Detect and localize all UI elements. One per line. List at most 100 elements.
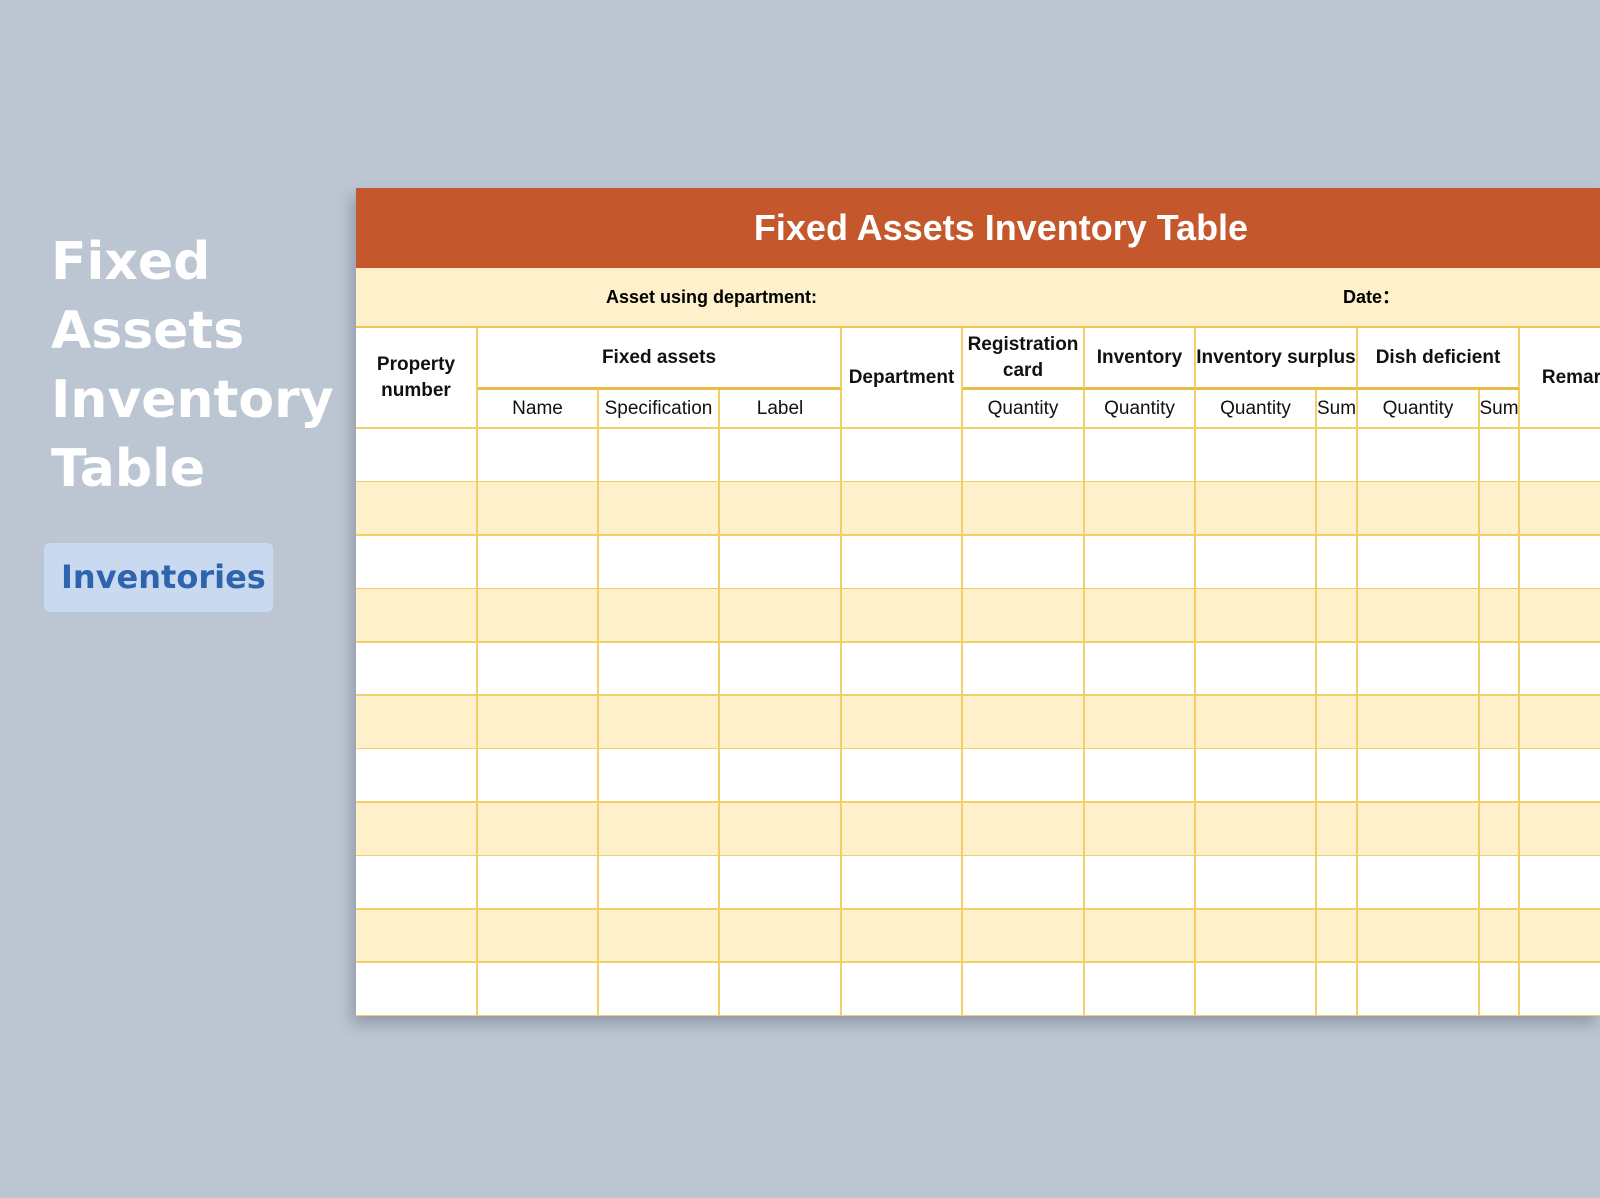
table-cell [478, 749, 599, 804]
table-cell [478, 642, 599, 697]
table-cell [1196, 963, 1317, 1016]
table-cell [1085, 535, 1196, 590]
table-cell [1317, 482, 1358, 537]
table-cell [1520, 642, 1600, 697]
table-cell [720, 589, 842, 644]
table-cell [720, 749, 842, 804]
table-cell [356, 482, 478, 537]
table-cell [720, 535, 842, 590]
table-cell [356, 909, 478, 964]
table-cell [1520, 589, 1600, 644]
table-cell [963, 429, 1085, 483]
table-cell [1085, 696, 1196, 750]
table-cell [1317, 856, 1358, 911]
table-cell [599, 749, 720, 804]
table-cell [1358, 535, 1480, 590]
spreadsheet: Fixed Assets Inventory Table Asset using… [356, 188, 1600, 1016]
table-cell [1196, 535, 1317, 590]
table-cell [1358, 482, 1480, 537]
table-cell [478, 696, 599, 750]
table-cell [1317, 802, 1358, 857]
table-cell [1480, 482, 1520, 537]
table-cell [478, 963, 599, 1016]
table-cell [1480, 856, 1520, 911]
table-cell [963, 909, 1085, 964]
table-cell [842, 909, 963, 964]
table-cell [478, 429, 599, 483]
table-cell [1480, 642, 1520, 697]
table-cell [720, 696, 842, 750]
table-cell [963, 963, 1085, 1016]
column-group-header: Registration card [963, 328, 1085, 390]
table-cell [842, 482, 963, 537]
table-cell [1358, 963, 1480, 1016]
table-cell [1317, 589, 1358, 644]
table-cell [599, 482, 720, 537]
table-cell [1358, 642, 1480, 697]
table-cell [1480, 909, 1520, 964]
table-cell [478, 856, 599, 911]
table-cell [1085, 589, 1196, 644]
table-cell [1085, 642, 1196, 697]
table-cell [1520, 429, 1600, 483]
table-cell [356, 642, 478, 697]
table-cell [1358, 589, 1480, 644]
table-cell [1317, 642, 1358, 697]
table-cell [1085, 909, 1196, 964]
table-cell [720, 909, 842, 964]
table-cell [963, 482, 1085, 537]
table-cell [963, 642, 1085, 697]
table-cell [1520, 482, 1600, 537]
table-cell [1520, 535, 1600, 590]
date-label: Date： [1343, 287, 1401, 307]
table-cell [842, 802, 963, 857]
table-cell [720, 429, 842, 483]
table-cell [599, 802, 720, 857]
table-cell [1520, 909, 1600, 964]
table-cell [1085, 749, 1196, 804]
table-cell [478, 909, 599, 964]
table-cell [1196, 856, 1317, 911]
table-cell [1085, 856, 1196, 911]
table-cell [1358, 909, 1480, 964]
column-header: Name [478, 390, 599, 429]
table-cell [1317, 963, 1358, 1016]
table-cell [356, 696, 478, 750]
table-cell [1520, 696, 1600, 750]
sidebar-title: Fixed Assets Inventory Table [51, 232, 334, 499]
table-cell [1196, 696, 1317, 750]
table-cell [1520, 963, 1600, 1016]
column-header: Specification [599, 390, 720, 429]
table-cell [599, 696, 720, 750]
table-cell [356, 856, 478, 911]
table-cell [963, 856, 1085, 911]
table-cell [720, 802, 842, 857]
table-cell [1196, 429, 1317, 483]
column-header: Sum [1317, 390, 1358, 429]
table-cell [1317, 749, 1358, 804]
table-cell [1317, 696, 1358, 750]
table-cell [1480, 589, 1520, 644]
table-cell [720, 482, 842, 537]
table-cell [1317, 429, 1358, 483]
sheet-title: Fixed Assets Inventory Table [356, 188, 1600, 268]
table-cell [842, 642, 963, 697]
column-header: Remarks [1520, 328, 1600, 429]
table-cell [963, 802, 1085, 857]
table-cell [842, 963, 963, 1016]
table-cell [599, 856, 720, 911]
table-cell [842, 749, 963, 804]
column-header: Quantity [963, 390, 1085, 429]
table-cell [356, 589, 478, 644]
table-cell [599, 589, 720, 644]
table-cell [1520, 749, 1600, 804]
table-cell [842, 856, 963, 911]
column-header: Quantity [1196, 390, 1317, 429]
table-cell [720, 963, 842, 1016]
table-cell [356, 963, 478, 1016]
table-cell [478, 802, 599, 857]
badge[interactable]: Inventories [44, 543, 273, 612]
table-cell [963, 589, 1085, 644]
table-cell [478, 482, 599, 537]
